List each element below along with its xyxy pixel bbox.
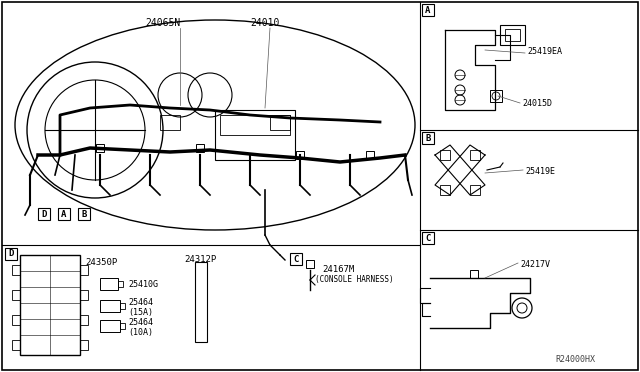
Bar (160, 115, 180, 130)
Text: C: C (293, 254, 299, 263)
Text: 25464
(10A): 25464 (10A) (128, 318, 153, 337)
Bar (100, 300, 120, 312)
Bar (80, 315, 88, 325)
Text: A: A (426, 6, 431, 15)
Bar (440, 185, 450, 195)
Bar (100, 278, 118, 290)
Text: 24167M: 24167M (322, 265, 355, 274)
Bar (80, 290, 88, 300)
Bar (196, 144, 204, 152)
Bar (366, 151, 374, 159)
Text: C: C (426, 234, 431, 243)
Bar (220, 115, 290, 135)
Bar (505, 29, 520, 41)
Text: 25464
(15A): 25464 (15A) (128, 298, 153, 317)
Bar (490, 90, 502, 102)
Bar (12, 290, 20, 300)
Bar (215, 110, 295, 160)
Text: 25410G: 25410G (128, 280, 158, 289)
Text: 24010: 24010 (250, 18, 280, 28)
Text: 24350P: 24350P (85, 258, 117, 267)
Bar (38, 208, 50, 220)
Text: B: B (81, 209, 86, 218)
Bar (120, 323, 125, 329)
Text: 24217V: 24217V (520, 260, 550, 269)
Bar (80, 340, 88, 350)
Bar (195, 262, 207, 342)
Bar (80, 265, 88, 275)
Bar (470, 150, 480, 160)
Text: R24000HX: R24000HX (555, 355, 595, 364)
Bar (58, 208, 70, 220)
Bar (290, 253, 302, 265)
Bar (440, 150, 450, 160)
Bar (96, 144, 104, 152)
Bar (120, 303, 125, 309)
Text: A: A (61, 209, 67, 218)
Bar (12, 265, 20, 275)
Text: 25419EA: 25419EA (527, 47, 562, 56)
Bar (118, 281, 123, 287)
Bar (12, 340, 20, 350)
Text: 24312P: 24312P (184, 255, 216, 264)
Text: 24065N: 24065N (145, 18, 180, 28)
Text: D: D (42, 209, 47, 218)
Text: (CONSOLE HARNESS): (CONSOLE HARNESS) (315, 275, 394, 284)
Text: B: B (426, 134, 431, 142)
Text: 25419E: 25419E (525, 167, 555, 176)
Bar (306, 260, 314, 268)
Bar (12, 315, 20, 325)
Bar (470, 270, 478, 278)
Bar (422, 4, 434, 16)
Bar (296, 151, 304, 159)
Bar (470, 185, 480, 195)
Bar (500, 25, 525, 45)
Bar (270, 115, 290, 130)
Bar (78, 208, 90, 220)
Text: D: D (8, 250, 13, 259)
Bar (20, 255, 80, 355)
Bar (5, 248, 17, 260)
Text: 24015D: 24015D (522, 99, 552, 108)
Bar (422, 232, 434, 244)
Bar (422, 132, 434, 144)
Bar (100, 320, 120, 332)
